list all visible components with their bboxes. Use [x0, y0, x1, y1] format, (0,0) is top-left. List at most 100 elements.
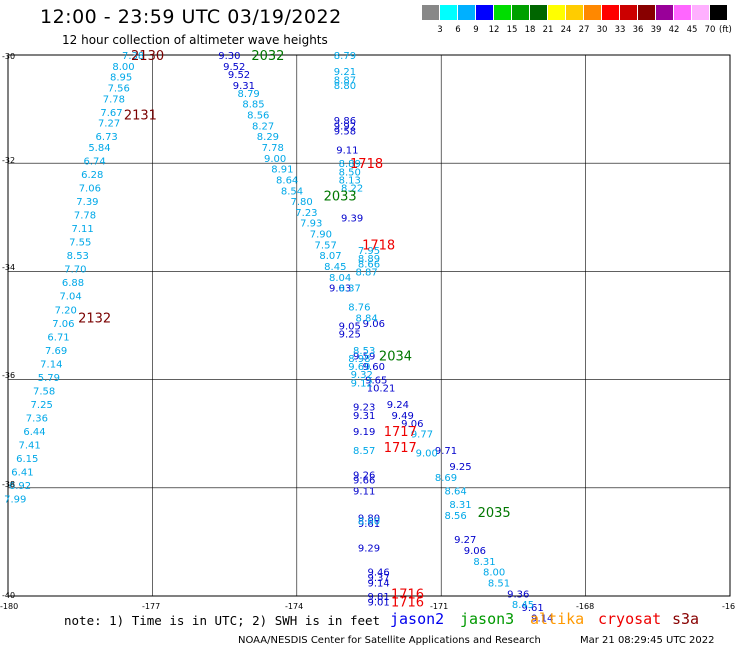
lon-label: -177: [142, 602, 161, 611]
swh-reading: 8.76: [348, 303, 370, 314]
swh-reading: 7.11: [71, 224, 93, 235]
colorbar-label: 12: [488, 25, 500, 35]
swh-reading: 6.44: [23, 427, 45, 438]
colorbar-swatch: [638, 5, 655, 20]
swh-reading: 8.31: [449, 500, 471, 511]
swh-reading: 8.79: [334, 51, 356, 62]
swh-reading: 7.25: [31, 400, 53, 411]
swh-reading: 9.80: [358, 514, 380, 525]
pass-time-label: 1717: [384, 441, 417, 456]
swh-reading: 7.58: [33, 386, 55, 397]
pass-time-label: 1718: [350, 157, 383, 172]
swh-reading: 8.53: [67, 251, 89, 262]
pass-time-label: 2033: [324, 190, 357, 205]
colorbar-swatch: [710, 5, 727, 20]
swh-reading: 8.56: [247, 111, 269, 122]
pass-time-label: 1718: [362, 238, 395, 253]
swh-reading: 8.98: [348, 354, 370, 365]
colorbar-swatch: [476, 5, 493, 20]
swh-reading: 7.20: [55, 305, 77, 316]
swh-reading: 7.69: [45, 346, 67, 357]
swh-reading: 8.85: [242, 100, 264, 111]
swh-reading: 6.28: [81, 170, 103, 181]
swh-reading: 9.25: [449, 462, 471, 473]
colorbar-swatch: [548, 5, 565, 20]
swh-reading: 5.79: [38, 373, 60, 384]
colorbar-swatch: [512, 5, 529, 20]
swh-reading: 9.05: [339, 322, 361, 333]
colorbar-swatch: [656, 5, 673, 20]
swh-reading: 8.79: [238, 89, 260, 100]
lon-label: -171: [430, 602, 449, 611]
swh-reading: 7.06: [52, 319, 74, 330]
swh-reading: 8.64: [445, 487, 467, 498]
lat-label: -36: [2, 371, 16, 380]
page-title: 12:00 - 23:59 UTC 03/19/2022: [40, 6, 342, 28]
swh-reading: 6.73: [96, 132, 118, 143]
colorbar-swatch: [422, 5, 439, 20]
colorbar-label: 27: [578, 25, 590, 35]
footnote: note: 1) Time is in UTC; 2) SWH is in fe…: [64, 613, 381, 628]
swh-reading: 9.61: [522, 603, 544, 614]
pass-time-label: 2132: [78, 311, 111, 326]
swh-reading: 9.49: [392, 411, 414, 422]
colorbar-swatch: [530, 5, 547, 20]
swh-reading: 9.26: [353, 470, 375, 481]
swh-reading: 7.23: [295, 208, 317, 219]
swh-reading: 8.07: [319, 251, 341, 262]
colorbar-swatch: [566, 5, 583, 20]
colorbar-label: 42: [668, 25, 680, 35]
swh-reading: 7.99: [4, 495, 26, 506]
swh-reading: 8.45: [324, 262, 346, 273]
swh-reading: 8.69: [435, 473, 457, 484]
swh-reading: 8.00: [112, 62, 134, 73]
swh-reading: 8.89: [339, 159, 361, 170]
swh-reading: 6.15: [16, 454, 38, 465]
credit-line: NOAA/NESDIS Center for Satellite Applica…: [238, 635, 541, 646]
swh-reading: 9.46: [367, 568, 389, 579]
swh-reading: 8.56: [445, 511, 467, 522]
swh-reading: 7.39: [76, 197, 98, 208]
swh-reading: 9.11: [353, 487, 375, 498]
legend-jason2: jason2: [390, 610, 445, 628]
swh-reading: 8.91: [271, 165, 293, 176]
swh-reading: 8.45: [512, 600, 534, 611]
colorbar-label: 30: [596, 25, 608, 35]
swh-reading: 8.95: [110, 73, 132, 84]
pass-time-label: 2035: [478, 506, 511, 521]
lon-label: -16: [722, 602, 736, 611]
swh-reading: 9.19: [353, 427, 375, 438]
swh-reading: 7.36: [26, 413, 48, 424]
swh-reading: 8.27: [252, 121, 274, 132]
swh-reading: 8.51: [488, 578, 510, 589]
pass-time-label: 1717: [384, 425, 417, 440]
swh-reading: 7.67: [100, 108, 122, 119]
lon-label: -180: [0, 602, 19, 611]
colorbar-label: 21: [542, 25, 554, 35]
swh-reading: 9.03: [329, 284, 351, 295]
swh-reading: 9.30: [218, 51, 240, 62]
swh-reading: 9.23: [353, 403, 375, 414]
swh-reading: 6.92: [9, 481, 31, 492]
pass-time-label: 1716: [391, 587, 424, 602]
swh-reading: 9.39: [341, 213, 363, 224]
swh-reading: 9.86: [334, 116, 356, 127]
colorbar-label: 15: [506, 25, 518, 35]
colorbar-label: 39: [650, 25, 662, 35]
swh-reading: 7.41: [19, 441, 41, 452]
colorbar-unit: (ft): [719, 25, 732, 35]
colorbar-label: 6: [455, 25, 461, 35]
swh-reading: 8.22: [341, 184, 363, 195]
swh-reading: 9.14: [531, 614, 553, 625]
swh-reading: 8.87: [334, 75, 356, 86]
swh-reading: 7.55: [69, 238, 91, 249]
swh-reading: 7.78: [262, 143, 284, 154]
generated-timestamp: Mar 21 08:29:45 UTC 2022: [580, 635, 715, 646]
swh-reading: 9.71: [435, 446, 457, 457]
swh-reading: 9.58: [334, 127, 356, 138]
swh-reading: 8.04: [329, 273, 351, 284]
swh-reading: 9.65: [365, 376, 387, 387]
swh-reading: 7.06: [79, 184, 101, 195]
swh-reading: 9.77: [411, 430, 433, 441]
swh-reading: 8.53: [353, 346, 375, 357]
